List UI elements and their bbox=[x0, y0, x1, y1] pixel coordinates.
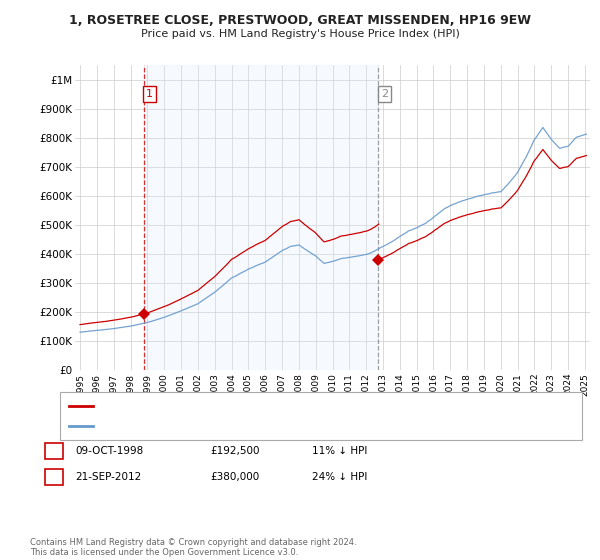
Text: 09-OCT-1998: 09-OCT-1998 bbox=[75, 446, 143, 456]
Text: Contains HM Land Registry data © Crown copyright and database right 2024.
This d: Contains HM Land Registry data © Crown c… bbox=[30, 538, 356, 557]
Text: 2: 2 bbox=[381, 89, 388, 99]
Bar bbox=[143, 65, 378, 370]
Text: 21-SEP-2012: 21-SEP-2012 bbox=[75, 472, 141, 482]
Text: £380,000: £380,000 bbox=[210, 472, 259, 482]
Text: 1: 1 bbox=[50, 446, 58, 456]
Text: 24% ↓ HPI: 24% ↓ HPI bbox=[312, 472, 367, 482]
Text: 1: 1 bbox=[146, 89, 153, 99]
Text: 1, ROSETREE CLOSE, PRESTWOOD, GREAT MISSENDEN, HP16 9EW (detached house): 1, ROSETREE CLOSE, PRESTWOOD, GREAT MISS… bbox=[97, 402, 498, 411]
Text: £192,500: £192,500 bbox=[210, 446, 260, 456]
Text: 11% ↓ HPI: 11% ↓ HPI bbox=[312, 446, 367, 456]
Text: 1, ROSETREE CLOSE, PRESTWOOD, GREAT MISSENDEN, HP16 9EW: 1, ROSETREE CLOSE, PRESTWOOD, GREAT MISS… bbox=[69, 14, 531, 27]
Text: 2: 2 bbox=[50, 472, 58, 482]
Text: HPI: Average price, detached house, Buckinghamshire: HPI: Average price, detached house, Buck… bbox=[97, 422, 355, 431]
Text: Price paid vs. HM Land Registry's House Price Index (HPI): Price paid vs. HM Land Registry's House … bbox=[140, 29, 460, 39]
